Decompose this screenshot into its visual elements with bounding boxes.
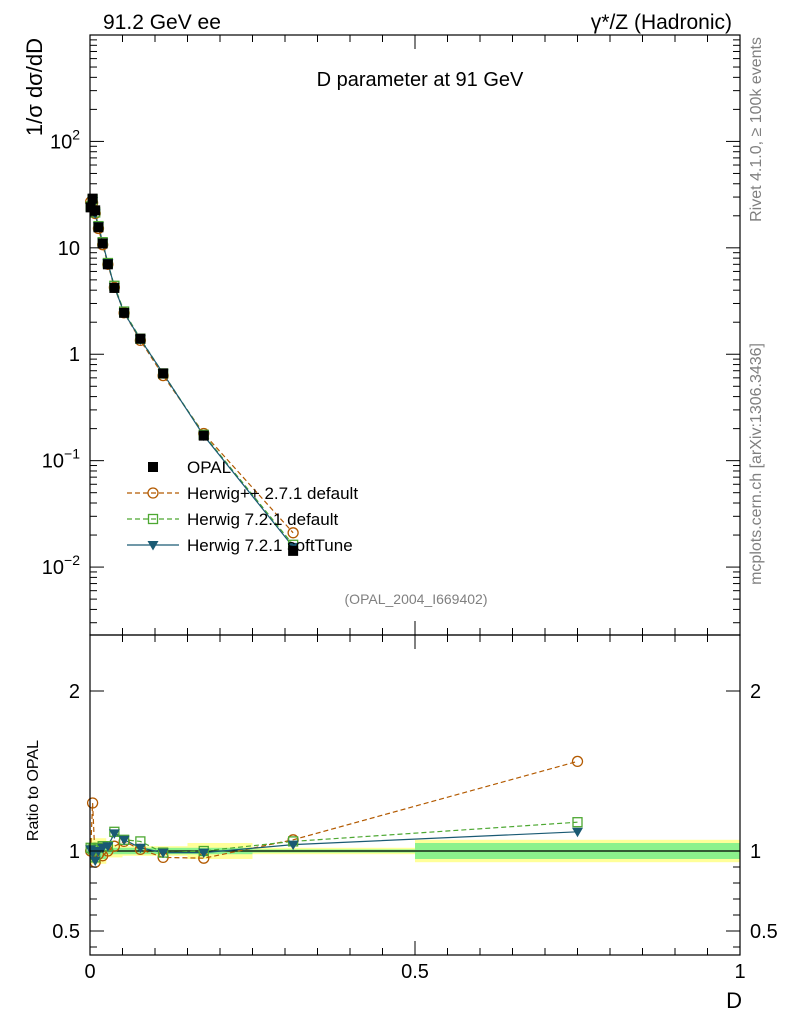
legend-marker-opal (148, 462, 158, 472)
point-opal (119, 307, 130, 318)
ratio-axis-ticks: 0.5 0.51 12 20 0.5 1 (52, 635, 778, 983)
ratio-panel: 0.5 0.51 12 20 0.5 1 Ratio to OPAL D (25, 634, 778, 1013)
ratio-point-herwig-7-2-1-softtune (157, 848, 169, 859)
point-opal (90, 205, 101, 216)
legend-label-opal: OPAL (187, 458, 231, 477)
legend-marker-herwig-7-2-1-softtune (147, 541, 159, 551)
ratio-point-herwig-7-2-1-softtune (572, 827, 583, 838)
ratio-y-tick-label-left: 0.5 (52, 921, 80, 943)
ratio-point-herwig-7-2-1-softtune (287, 840, 299, 851)
analysis-id: (OPAL_2004_I669402) (345, 591, 488, 607)
point-opal (93, 222, 104, 233)
mcplots-label: mcplots.cern.ch [arXiv:1306.3436] (748, 343, 765, 585)
main-y-axis-label: 1/σ dσ/dD (22, 38, 47, 136)
ratio-point-herwig-7-2-1-softtune (108, 829, 120, 839)
main-y-tick-label: 10−2 (42, 552, 80, 579)
legend-label-herwig-2-7-1-default: Herwig++ 2.7.1 default (187, 484, 358, 503)
ratio-y-tick-label-right: 0.5 (750, 921, 778, 943)
point-herwig-2-7-1-default (287, 527, 299, 539)
point-opal (198, 430, 209, 441)
point-opal (288, 545, 299, 556)
ratio-point-herwig-7-2-1-default (572, 817, 583, 828)
ratio-frame (89, 634, 741, 956)
chart-title: D parameter at 91 GeV (317, 69, 524, 91)
ratio-y-axis-label: Ratio to OPAL (25, 740, 42, 841)
ratio-y-tick-label-left: 2 (69, 681, 80, 703)
ratio-series-markers (85, 755, 584, 868)
x-tick-label: 0.5 (401, 961, 429, 983)
x-axis-label: D (726, 988, 742, 1013)
point-opal (109, 282, 120, 293)
x-tick-label: 0 (84, 961, 95, 983)
header-left: 91.2 GeV ee (103, 11, 221, 34)
main-series-markers (85, 193, 299, 556)
ratio-point-herwig-7-2-1-softtune (198, 848, 210, 859)
main-axis-ticks: 10−2 10−1 1 10 102 (42, 35, 741, 635)
rivet-version-label: Rivet 4.1.0, ≥ 100k events (748, 37, 765, 222)
legend-marker-herwig-2-7-1-default (147, 487, 159, 499)
point-opal (135, 333, 146, 344)
ratio-y-tick-label-right: 2 (750, 681, 761, 703)
main-panel: 10−2 10−1 1 10 102 D parameter at 91 GeV 1/σ… (22, 34, 741, 636)
main-y-tick-label: 10 (58, 238, 80, 260)
point-opal (97, 238, 108, 249)
point-opal (102, 259, 113, 270)
legend-label-herwig-7-2-1-default: Herwig 7.2.1 default (187, 510, 338, 529)
legend-marker-herwig-7-2-1-default (147, 513, 159, 525)
point-opal (87, 193, 98, 204)
ratio-y-tick-label-left: 1 (69, 841, 80, 863)
ratio-point-herwig-7-2-1-softtune (89, 856, 101, 867)
legend: OPAL Herwig++ 2.7.1 default Herwig 7.2.1 d… (127, 458, 358, 555)
main-y-tick-label: 10−1 (42, 446, 80, 473)
x-tick-label: 1 (734, 961, 745, 983)
main-y-tick-label: 102 (50, 126, 80, 153)
ratio-point-herwig-7-2-1-softtune (102, 842, 114, 852)
point-opal (158, 368, 169, 379)
header-right: γ*/Z (Hadronic) (591, 11, 732, 34)
ratio-bands (90, 838, 740, 864)
main-y-tick-label: 1 (69, 344, 80, 366)
legend-label-herwig-7-2-1-softtune: Herwig 7.2.1 softTune (187, 536, 353, 555)
ratio-y-tick-label-right: 1 (750, 841, 761, 863)
ratio-point-herwig-2-7-1-default (86, 797, 99, 809)
ratio-point-herwig-7-2-1-softtune (118, 835, 130, 846)
ratio-point-herwig-7-2-1-softtune (134, 843, 146, 854)
ratio-point-herwig-2-7-1-default (571, 755, 584, 768)
